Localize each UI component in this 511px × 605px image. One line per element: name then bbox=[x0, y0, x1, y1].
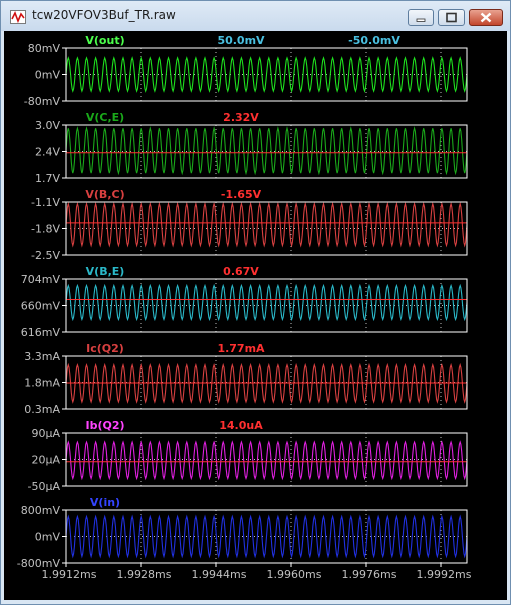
close-button[interactable] bbox=[469, 9, 503, 26]
y-tick-label: 3.3mA bbox=[24, 350, 60, 363]
y-tick-label: -800mV bbox=[17, 557, 61, 570]
trace-waveform bbox=[65, 201, 468, 248]
x-tick-label: 1.9944ms bbox=[192, 568, 247, 581]
trace-name-label: V(B,C) bbox=[85, 188, 124, 201]
y-tick-label: 800mV bbox=[21, 504, 61, 517]
x-tick-label: 1.9992ms bbox=[417, 568, 472, 581]
minimize-icon bbox=[416, 18, 426, 22]
trace-name-label: V(out) bbox=[85, 34, 124, 47]
y-tick-label: 3.0V bbox=[35, 119, 60, 132]
y-tick-label: -80mV bbox=[24, 95, 61, 108]
trace-name-label: V(in) bbox=[90, 496, 120, 509]
y-tick-label: 0mV bbox=[35, 69, 61, 82]
window-title: tcw20VFOV3Buf_TR.raw bbox=[32, 8, 176, 22]
y-tick-label: -50µA bbox=[28, 480, 61, 493]
trace-name-label: Ib(Q2) bbox=[85, 419, 124, 432]
y-tick-label: -1.8V bbox=[31, 223, 60, 236]
trace-waveform bbox=[65, 126, 468, 176]
y-tick-label: 0mV bbox=[35, 531, 61, 544]
x-tick-label: 1.9976ms bbox=[342, 568, 397, 581]
waveform-plot[interactable]: 80mV 0mV -80mV V(out) 50.0mV -50.0mV 3.0V 2.4V 1… bbox=[4, 31, 507, 600]
trace-waveform bbox=[65, 56, 468, 93]
cursor1-readout: 1.77mA bbox=[217, 342, 265, 355]
y-tick-label: 660mV bbox=[21, 300, 61, 313]
trace-waveform bbox=[65, 440, 468, 481]
cursor1-readout: 0.67V bbox=[223, 265, 259, 278]
maximize-button[interactable] bbox=[438, 9, 465, 26]
title-bar[interactable]: tcw20VFOV3Buf_TR.raw bbox=[1, 1, 510, 31]
cursor1-readout: 50.0mV bbox=[217, 34, 265, 47]
minimize-button[interactable] bbox=[408, 9, 434, 26]
trace-waveform bbox=[65, 283, 468, 322]
cursor2-readout: -50.0mV bbox=[348, 34, 400, 47]
y-tick-label: 1.8mA bbox=[24, 377, 60, 390]
waveform-app-icon bbox=[10, 9, 26, 24]
maximize-icon bbox=[446, 12, 457, 23]
y-tick-label: -2.5V bbox=[31, 249, 60, 262]
y-tick-label: 0.3mA bbox=[24, 403, 60, 416]
cursor1-readout: 14.0uA bbox=[219, 419, 263, 432]
y-tick-label: 616mV bbox=[21, 326, 61, 339]
y-tick-label: 20µA bbox=[31, 454, 60, 467]
close-icon bbox=[480, 12, 492, 23]
y-tick-label: 90µA bbox=[31, 427, 60, 440]
x-tick-label: 1.9912ms bbox=[42, 568, 97, 581]
x-tick-label: 1.9960ms bbox=[267, 568, 322, 581]
y-tick-label: 80mV bbox=[28, 42, 61, 55]
cursor1-readout: 2.32V bbox=[223, 111, 259, 124]
y-tick-label: 2.4V bbox=[35, 146, 60, 159]
y-tick-label: 1.7V bbox=[35, 172, 60, 185]
trace-name-label: Ic(Q2) bbox=[86, 342, 124, 355]
y-tick-label: 704mV bbox=[21, 273, 61, 286]
trace-name-label: V(B,E) bbox=[86, 265, 125, 278]
cursor1-readout: -1.65V bbox=[221, 188, 262, 201]
x-tick-label: 1.9928ms bbox=[117, 568, 172, 581]
y-tick-label: -1.1V bbox=[31, 196, 60, 209]
trace-waveform bbox=[65, 514, 468, 559]
trace-name-label: V(C,E) bbox=[86, 111, 124, 124]
plot-area[interactable]: 80mV 0mV -80mV V(out) 50.0mV -50.0mV 3.0V 2.4V 1… bbox=[4, 31, 507, 600]
